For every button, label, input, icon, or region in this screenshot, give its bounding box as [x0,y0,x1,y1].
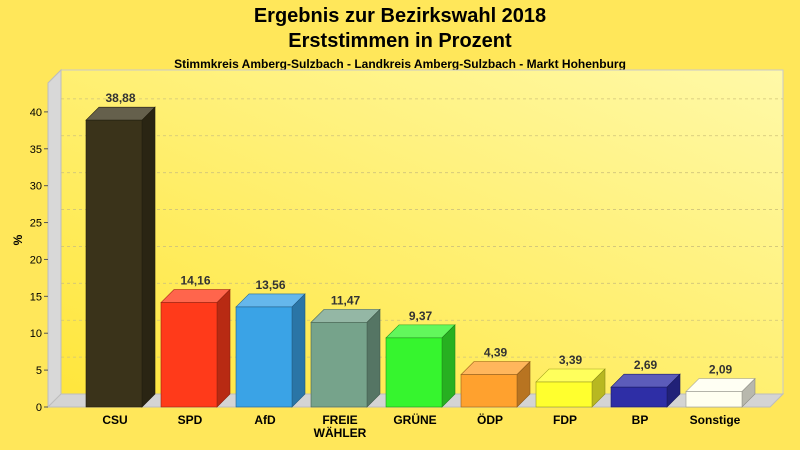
bar-1 [160,288,231,408]
y-tick-label: 0 [36,402,42,414]
category-label: GRÜNE [393,412,436,427]
chart-caption: Stimmkreis Amberg-Sulzbach - Landkreis A… [174,57,626,71]
bar-value-label: 3,39 [559,353,583,367]
y-tick-label: 10 [30,328,42,340]
category-label: ÖDP [477,412,503,427]
bar-6 [535,368,606,408]
category-label: CSU [102,413,127,427]
bar-front [310,322,368,408]
bar-2 [235,293,306,408]
y-tick-label: 40 [30,107,42,119]
bar-front [160,302,218,408]
y-tick-label: 5 [36,365,42,377]
category-label: Sonstige [690,413,741,427]
bar-value-label: 11,47 [331,293,361,307]
category-label: FDP [553,413,577,427]
y-axis-ticks: 0 5 10 15 20 25 30 35 40 [30,107,48,414]
category-label: SPD [178,413,203,427]
bars: 38,88 14,16 13,56 11,47 9,37 4,39 3,39 2,69 2,09 [85,91,756,408]
bar-value-label: 38,88 [105,91,135,105]
y-tick-label: 20 [30,254,42,266]
bar-3 [310,308,381,408]
bar-4 [385,324,456,408]
bar-front [610,386,668,408]
bar-side [216,288,231,408]
category-label: BP [632,413,649,427]
category-label: AfD [254,413,276,427]
category-label: FREIE [322,413,357,427]
y-axis-label: % [11,234,25,245]
bar-front [535,381,593,408]
category-label: WÄHLER [314,425,367,440]
bar-front [460,374,518,408]
bar-value-label: 2,09 [709,363,733,377]
bar-front [685,391,743,408]
bar-side [441,324,456,408]
bar-8 [685,377,756,408]
y-tick-label: 25 [30,218,42,230]
chart-title-block: Ergebnis zur Bezirkswahl 2018 Erststimme… [0,4,800,73]
bar-value-label: 2,69 [634,358,658,372]
bar-0 [85,106,156,408]
bar-front [85,119,143,408]
bar-side [366,308,381,408]
bar-5 [460,360,531,408]
bar-side [291,293,306,408]
bar-value-label: 4,39 [484,346,508,360]
bar-front [235,306,293,408]
y-tick-label: 30 [30,181,42,193]
bar-value-label: 13,56 [255,278,285,292]
bar-value-label: 14,16 [180,274,210,288]
chart-subtitle: Erststimmen in Prozent [288,30,512,52]
bar-value-label: 9,37 [409,309,433,323]
bar-front [385,337,443,408]
y-tick-label: 35 [30,144,42,156]
bar-7 [610,373,681,408]
bar-side [141,106,156,408]
y-tick-label: 15 [30,291,42,303]
chart-title: Ergebnis zur Bezirkswahl 2018 [253,5,547,27]
plot-left-wall [47,68,62,409]
